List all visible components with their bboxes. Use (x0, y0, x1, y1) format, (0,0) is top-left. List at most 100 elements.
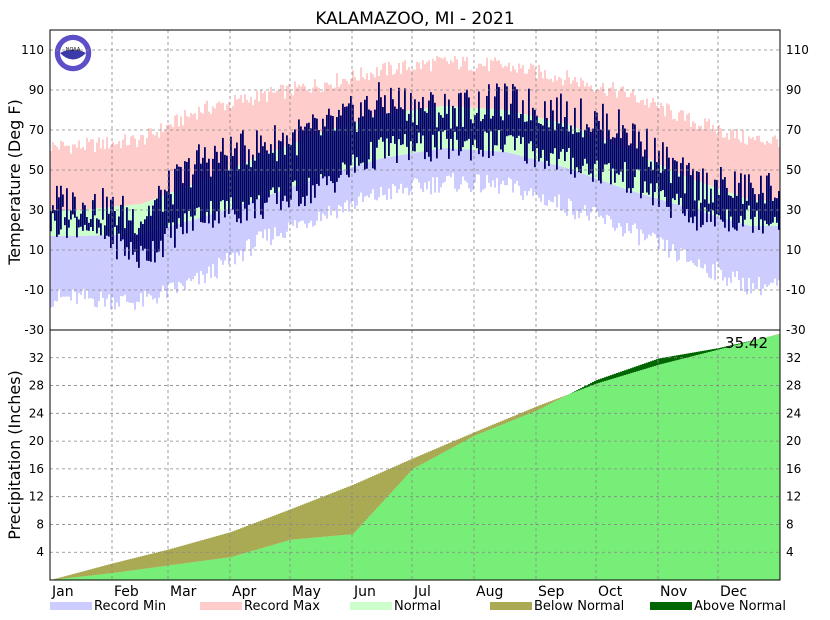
record-min-bar (54, 236, 56, 301)
record-max-bar (52, 142, 54, 210)
precip-cumulative-bar (476, 434, 479, 580)
record-max-bar (732, 129, 734, 194)
record-max-bar (614, 91, 616, 145)
precip-cumulative-bar (460, 443, 463, 580)
actual-temp-bar (588, 127, 590, 175)
record-min-bar (208, 215, 210, 267)
record-min-bar (276, 192, 278, 237)
record-max-bar (298, 84, 300, 142)
precip-cumulative-bar (268, 546, 271, 580)
record-min-bar (720, 217, 722, 270)
record-max-bar (300, 86, 302, 141)
above-normal-bar (580, 388, 583, 390)
record-max-bar (634, 95, 636, 154)
actual-temp-bar (242, 130, 244, 202)
precip-cumulative-bar (612, 378, 615, 580)
temp-tick-label-right: 110 (786, 43, 809, 57)
actual-temp-bar (474, 115, 476, 140)
actual-temp-bar (688, 162, 690, 223)
temp-tick-label-left: 70 (29, 123, 44, 137)
actual-temp-bar (526, 121, 528, 164)
actual-temp-bar (764, 203, 766, 221)
record-max-bar (622, 86, 624, 148)
actual-temp-bar (444, 93, 446, 131)
actual-temp-bar (348, 103, 350, 178)
actual-temp-bar (102, 187, 104, 220)
below-normal-bar (172, 548, 175, 565)
precip-cumulative-bar (426, 461, 429, 580)
above-normal-bar (610, 375, 613, 380)
record-min-bar (196, 218, 198, 273)
actual-temp-bar (238, 169, 240, 219)
normal-bar (104, 207, 106, 236)
record-max-bar (454, 56, 456, 107)
record-min-bar (664, 200, 666, 252)
record-min-bar (324, 175, 326, 216)
precip-cumulative-bar (632, 372, 635, 580)
record-max-bar (188, 117, 190, 187)
record-max-bar (94, 151, 96, 209)
legend-label: Above Normal (694, 599, 786, 614)
record-max-bar (156, 132, 158, 199)
precipitation-axis-label: Precipitation (Inches) (5, 370, 24, 540)
record-min-bar (462, 149, 464, 177)
record-min-bar (126, 234, 128, 302)
precip-cumulative-bar (546, 405, 549, 580)
actual-temp-bar (78, 219, 80, 228)
actual-temp-bar (60, 185, 62, 230)
record-min-bar (402, 154, 404, 194)
above-normal-bar (588, 384, 591, 387)
precip-cumulative-bar (594, 384, 597, 580)
below-normal-bar (554, 399, 557, 402)
record-min-bar (572, 170, 574, 215)
record-max-bar (164, 130, 166, 196)
precip-cumulative-bar (124, 571, 127, 580)
record-min-bar (60, 236, 62, 298)
actual-temp-bar (334, 130, 336, 193)
below-normal-bar (426, 452, 429, 462)
temp-tick-label-left: 10 (29, 243, 44, 257)
actual-temp-bar (536, 115, 538, 149)
actual-temp-bar (592, 128, 594, 182)
record-max-bar (592, 90, 594, 136)
legend-swatch (650, 602, 692, 610)
below-normal-bar (224, 533, 227, 558)
below-normal-bar (260, 520, 263, 549)
record-max-bar (272, 92, 274, 152)
actual-temp-bar (374, 109, 376, 170)
above-normal-bar (714, 348, 717, 351)
above-normal-bar (624, 370, 627, 376)
normal-bar (694, 180, 696, 210)
normal-bar (748, 199, 750, 226)
record-max-bar (324, 82, 326, 132)
below-normal-bar (278, 513, 281, 544)
precip-cumulative-bar (752, 340, 755, 580)
actual-temp-bar (74, 196, 76, 218)
actual-temp-bar (644, 149, 646, 182)
record-min-bar (248, 201, 250, 240)
precip-cumulative-bar (576, 391, 579, 580)
precip-cumulative-bar (728, 346, 731, 580)
normal-bar (712, 186, 714, 216)
record-max-bar (464, 61, 466, 108)
record-max-bar (72, 144, 74, 210)
precip-cumulative-bar (198, 561, 201, 580)
below-normal-bar (228, 532, 231, 558)
below-normal-bar (550, 401, 553, 404)
below-normal-bar (482, 428, 485, 433)
actual-temp-bar (280, 141, 282, 211)
record-max-bar (486, 57, 488, 109)
record-min-bar (250, 201, 252, 257)
precip-cumulative-bar (176, 564, 179, 580)
temp-tick-label-left: -10 (24, 283, 44, 297)
record-max-bar (234, 95, 236, 168)
record-max-bar (478, 63, 480, 109)
precip-cumulative-bar (322, 536, 325, 580)
below-normal-bar (80, 571, 83, 577)
record-max-bar (70, 153, 72, 210)
precip-cumulative-bar (434, 457, 437, 580)
precip-cumulative-bar (520, 417, 523, 580)
below-normal-bar (142, 555, 145, 569)
below-normal-bar (276, 514, 279, 544)
